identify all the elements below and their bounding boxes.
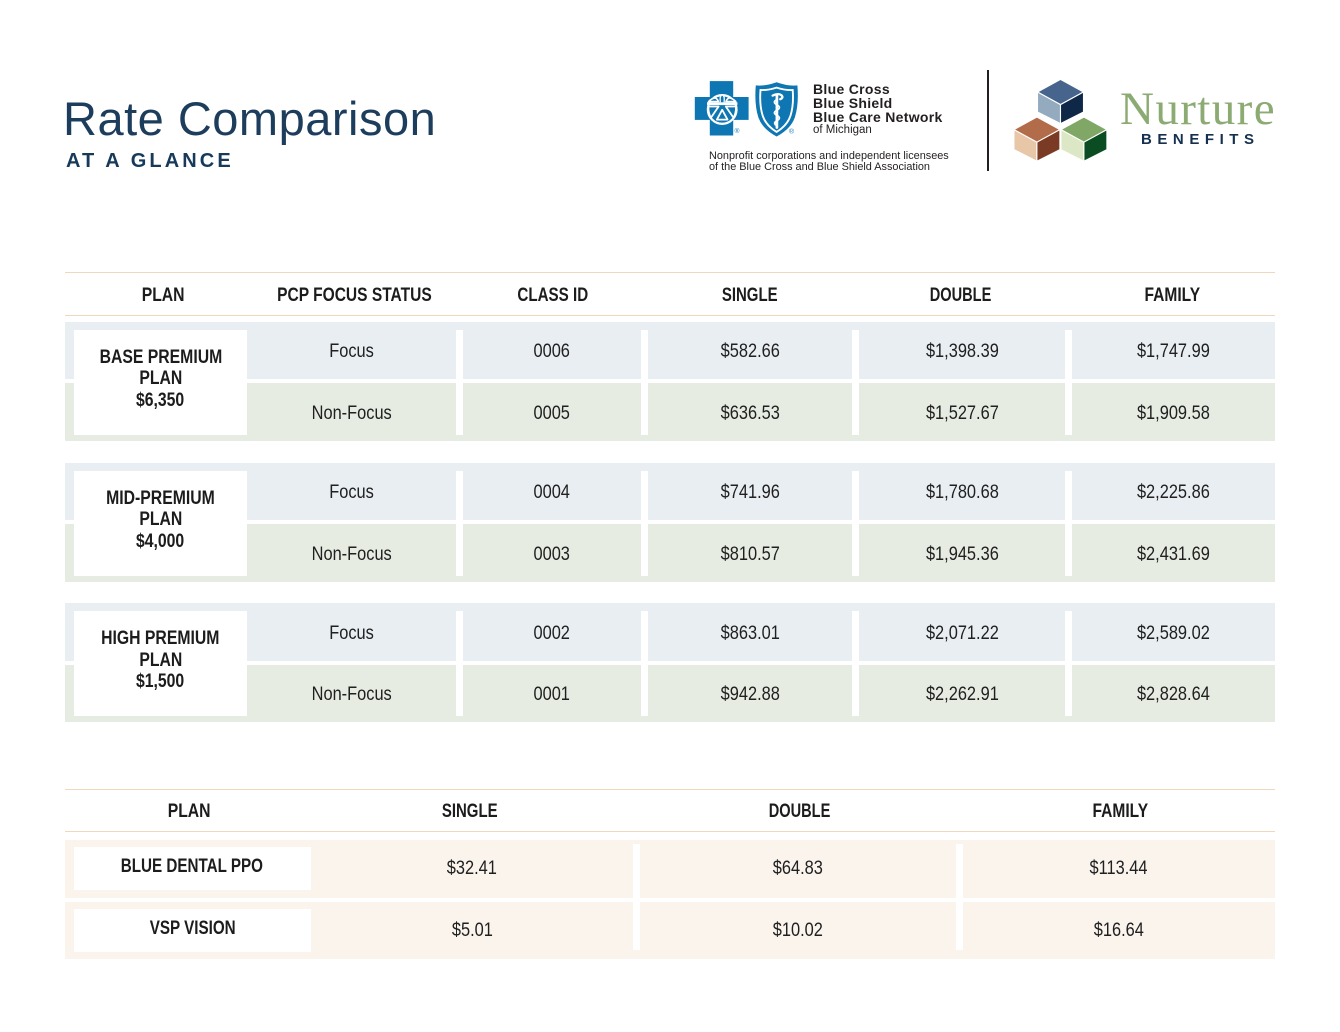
svg-text:®: ® [735,127,740,135]
svg-text:®: ® [789,128,794,136]
